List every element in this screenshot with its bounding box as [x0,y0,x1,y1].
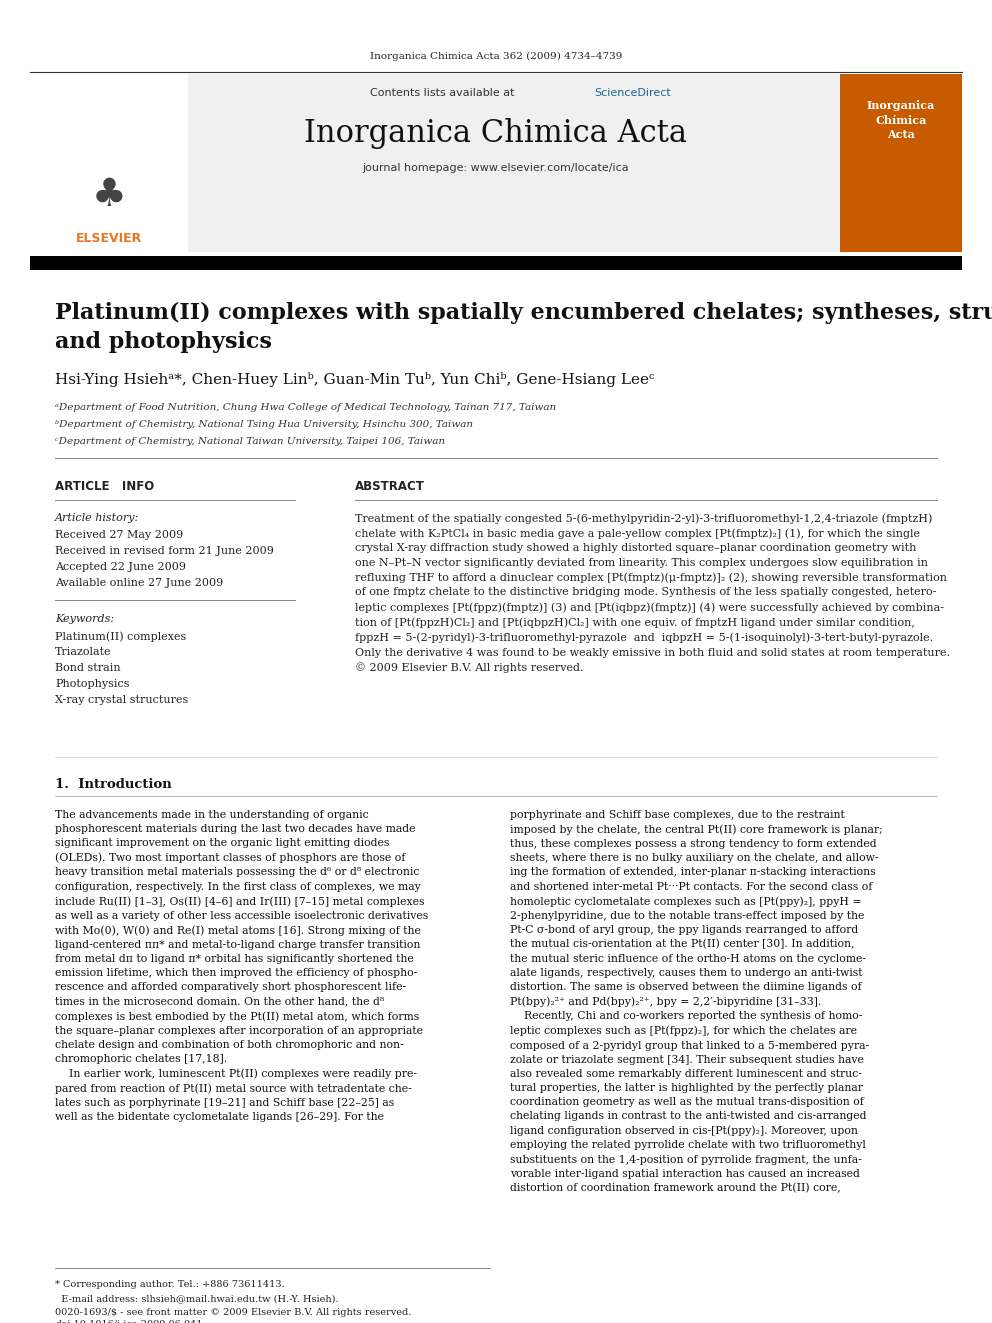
Text: ᵇDepartment of Chemistry, National Tsing Hua University, Hsinchu 300, Taiwan: ᵇDepartment of Chemistry, National Tsing… [55,419,473,429]
Text: Photophysics: Photophysics [55,679,130,689]
Text: ABSTRACT: ABSTRACT [355,480,425,493]
Text: X-ray crystal structures: X-ray crystal structures [55,695,188,705]
Text: Keywords:: Keywords: [55,614,114,624]
Text: Contents lists available at: Contents lists available at [370,89,518,98]
Text: The advancements made in the understanding of organic
phosphorescent materials d: The advancements made in the understandi… [55,810,429,1122]
FancyBboxPatch shape [30,74,962,251]
Text: Hsi-Ying Hsiehᵃ*, Chen-Huey Linᵇ, Guan-Min Tuᵇ, Yun Chiᵇ, Gene-Hsiang Leeᶜ: Hsi-Ying Hsiehᵃ*, Chen-Huey Linᵇ, Guan-M… [55,372,655,388]
Text: Inorganica
Chímica
Acta: Inorganica Chímica Acta [867,101,935,140]
FancyBboxPatch shape [30,255,962,270]
Text: Platinum(II) complexes with spatially encumbered chelates; syntheses, structure
: Platinum(II) complexes with spatially en… [55,302,992,353]
Text: ARTICLE   INFO: ARTICLE INFO [55,480,154,493]
Text: ScienceDirect: ScienceDirect [594,89,671,98]
Text: Triazolate: Triazolate [55,647,112,658]
Text: journal homepage: www.elsevier.com/locate/ica: journal homepage: www.elsevier.com/locat… [363,163,629,173]
Text: doi:10.1016/j.ica.2009.06.041: doi:10.1016/j.ica.2009.06.041 [55,1320,202,1323]
Text: Article history:: Article history: [55,513,139,523]
Text: Received 27 May 2009: Received 27 May 2009 [55,531,184,540]
Text: ♣: ♣ [91,176,126,214]
Text: Accepted 22 June 2009: Accepted 22 June 2009 [55,562,186,572]
Text: Received in revised form 21 June 2009: Received in revised form 21 June 2009 [55,546,274,556]
Text: E-mail address: slhsieh@mail.hwai.edu.tw (H.-Y. Hsieh).: E-mail address: slhsieh@mail.hwai.edu.tw… [55,1294,338,1303]
Text: 1.  Introduction: 1. Introduction [55,778,172,791]
Text: Available online 27 June 2009: Available online 27 June 2009 [55,578,223,587]
Text: ELSEVIER: ELSEVIER [75,232,142,245]
Text: Inorganica Chimica Acta 362 (2009) 4734–4739: Inorganica Chimica Acta 362 (2009) 4734–… [370,52,622,61]
Text: ᵃDepartment of Food Nutrition, Chung Hwa College of Medical Technology, Tainan 7: ᵃDepartment of Food Nutrition, Chung Hwa… [55,404,557,411]
Text: Bond strain: Bond strain [55,663,121,673]
Text: porphyrinate and Schiff base complexes, due to the restraint
imposed by the chel: porphyrinate and Schiff base complexes, … [510,810,883,1193]
Text: 0020-1693/$ - see front matter © 2009 Elsevier B.V. All rights reserved.: 0020-1693/$ - see front matter © 2009 El… [55,1308,412,1316]
Text: * Corresponding author. Tel.: +886 73611413.: * Corresponding author. Tel.: +886 73611… [55,1279,285,1289]
Text: ᶜDepartment of Chemistry, National Taiwan University, Taipei 106, Taiwan: ᶜDepartment of Chemistry, National Taiwa… [55,437,445,446]
FancyBboxPatch shape [840,74,962,251]
Text: Inorganica Chimica Acta: Inorganica Chimica Acta [305,118,687,149]
Text: Platinum(II) complexes: Platinum(II) complexes [55,631,186,642]
FancyBboxPatch shape [30,74,188,251]
Text: Treatment of the spatially congested 5-(6-methylpyridin-2-yl)-3-trifluoromethyl-: Treatment of the spatially congested 5-(… [355,513,950,673]
